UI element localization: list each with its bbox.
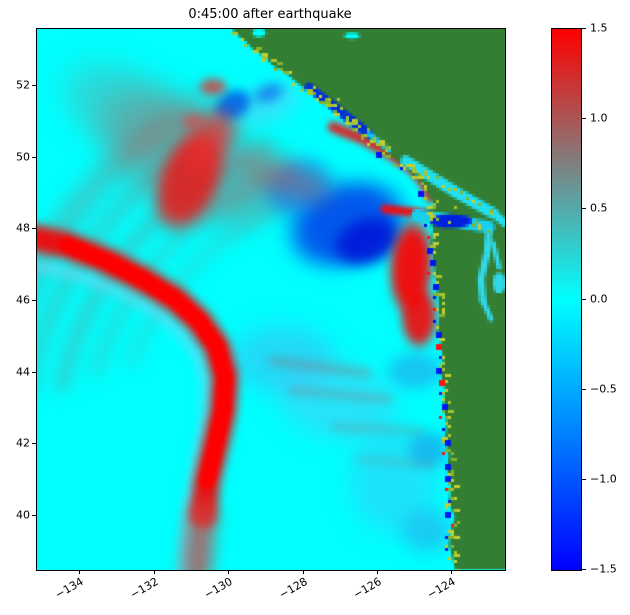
x-tick-label: −128	[276, 575, 310, 602]
colorbar	[551, 28, 582, 571]
x-tick-mark	[451, 570, 452, 574]
colorbar-tick-label: −1.5	[590, 562, 617, 576]
y-tick-mark	[32, 228, 36, 229]
y-tick-label: 42	[16, 436, 30, 450]
colorbar-tick-label: −0.5	[590, 382, 617, 396]
x-tick-mark	[154, 570, 155, 574]
y-tick-mark	[32, 515, 36, 516]
colorbar-tick-label: 1.5	[590, 21, 608, 35]
y-tick-label: 52	[16, 78, 30, 92]
colorbar-tick-mark	[582, 118, 586, 119]
colorbar-tick-label: −1.0	[590, 472, 617, 486]
y-tick-label: 46	[16, 293, 30, 307]
x-tick-label: −132	[127, 575, 161, 602]
x-tick-mark	[377, 570, 378, 574]
y-tick-mark	[32, 372, 36, 373]
colorbar-tick-mark	[582, 299, 586, 300]
colorbar-tick-mark	[582, 569, 586, 570]
plot-title: 0:45:00 after earthquake	[188, 7, 352, 22]
y-tick-mark	[32, 443, 36, 444]
x-tick-mark	[228, 570, 229, 574]
x-tick-label: −134	[52, 575, 86, 602]
y-tick-label: 44	[16, 365, 30, 379]
colorbar-tick-label: 1.0	[590, 111, 608, 125]
tsunami-heatmap	[37, 29, 505, 570]
y-tick-mark	[32, 300, 36, 301]
x-tick-label: −126	[350, 575, 384, 602]
y-tick-label: 50	[16, 150, 30, 164]
colorbar-tick-mark	[582, 28, 586, 29]
x-tick-label: −130	[201, 575, 235, 602]
map-plot	[36, 28, 506, 571]
x-tick-label: −124	[424, 575, 458, 602]
y-tick-mark	[32, 85, 36, 86]
y-tick-label: 40	[16, 508, 30, 522]
colorbar-tick-mark	[582, 479, 586, 480]
colorbar-tick-label: 0.5	[590, 201, 608, 215]
x-tick-mark	[303, 570, 304, 574]
x-tick-mark	[79, 570, 80, 574]
colorbar-tick-label: 0.0	[590, 292, 608, 306]
y-tick-label: 48	[16, 221, 30, 235]
colorbar-tick-mark	[582, 389, 586, 390]
y-tick-mark	[32, 157, 36, 158]
colorbar-tick-mark	[582, 208, 586, 209]
